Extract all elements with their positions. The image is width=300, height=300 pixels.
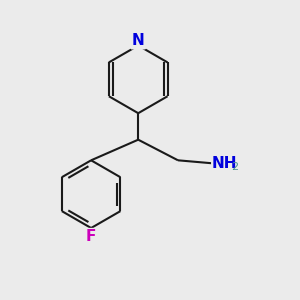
Text: N: N [132,33,145,48]
Text: NH: NH [212,156,237,171]
Text: 2: 2 [231,162,238,172]
Text: F: F [86,230,96,244]
